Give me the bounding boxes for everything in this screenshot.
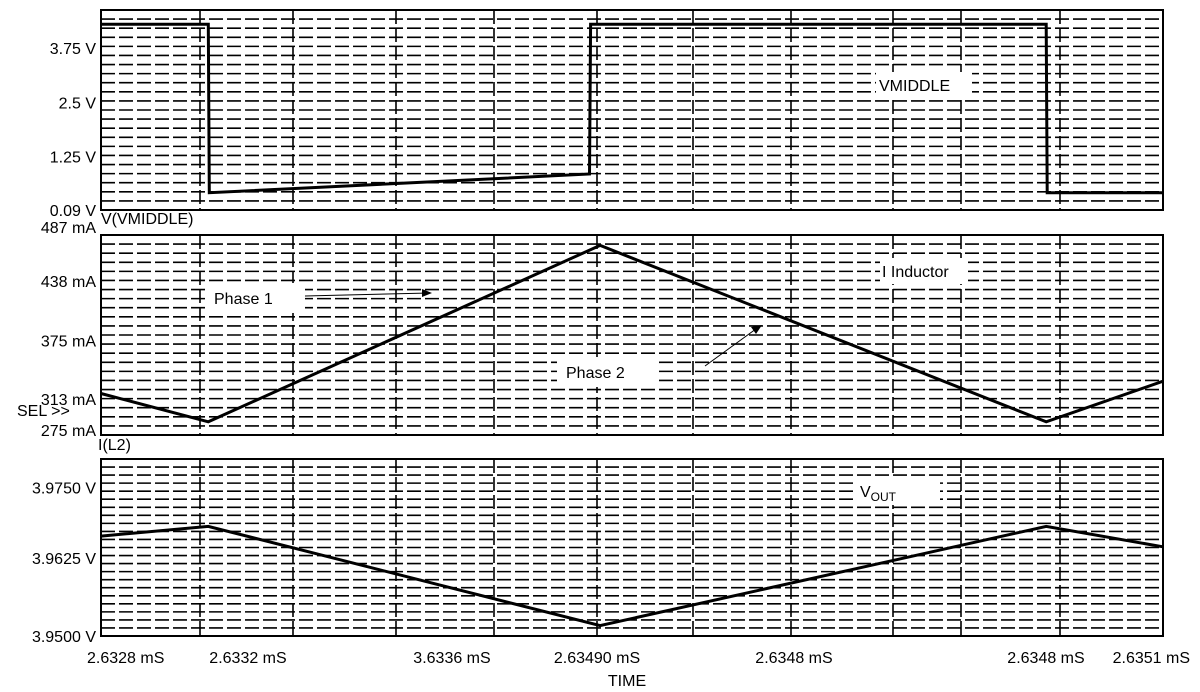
panel-frames [100, 9, 1164, 637]
trace-line-1 [100, 243, 1164, 424]
phase2-label-box [557, 357, 657, 387]
x-tick-label-6: 2.6351 mS [1113, 650, 1190, 667]
inductor-label-box [880, 258, 968, 284]
phase1-label-box [205, 283, 305, 313]
phase1-label: Phase 1 [214, 291, 273, 308]
top-trace-name: V(VMIDDLE) [101, 211, 193, 228]
trace-line-2 [100, 524, 1164, 628]
x-tick-label-2: 3.6336 mS [413, 650, 490, 667]
y-tick-label-0-2: 1.25 V [50, 150, 97, 167]
y-tick-label-1-1: 438 mA [41, 274, 96, 291]
vout-label: VOUT [860, 484, 897, 504]
x-tick-label-1: 2.6332 mS [209, 650, 286, 667]
y-tick-label-0-0: 3.75 V [50, 41, 97, 58]
x-tick-labels: 2.6328 mS 2.6332 mS 3.6336 mS 2.63490 mS 2.6… [87, 650, 1190, 667]
vout-label-sub: OUT [871, 490, 897, 504]
vmiddle-label-box [876, 72, 972, 98]
y-tick-label-2-2: 3.9500 V [32, 629, 96, 646]
phase2-arrowhead [751, 325, 762, 334]
y-tick-label-0-3: 0.09 V [50, 203, 97, 220]
x-tick-label-0: 2.6328 mS [87, 650, 164, 667]
x-tick-label-3: 2.63490 mS [554, 650, 640, 667]
vout-label-main: V [860, 484, 871, 501]
x-tick-label-5: 2.6348 mS [1007, 650, 1084, 667]
y-tick-label-1-3: 313 mA [41, 392, 96, 409]
y-tick-label-1-4: 275 mA [41, 423, 96, 440]
phase1-arrowhead [422, 289, 432, 297]
x-axis-title: TIME [608, 673, 646, 690]
phase2-arrow [704, 325, 761, 367]
vmiddle-label: VMIDDLE [879, 78, 950, 95]
y-tick-label-2-0: 3.9750 V [32, 480, 96, 497]
x-tick-label-4: 2.6348 mS [755, 650, 832, 667]
panel-grids [101, 10, 1163, 636]
trace-line-0 [101, 22, 1163, 195]
inductor-label: I Inductor [882, 264, 949, 281]
y-tick-label-0-1: 2.5 V [59, 95, 97, 112]
y-tick-label-1-2: 375 mA [41, 334, 96, 351]
y-tick-label-1-0: 487 mA [41, 220, 96, 237]
y-tick-label-2-1: 3.9625 V [32, 551, 96, 568]
phase2-label: Phase 2 [566, 365, 625, 382]
phase1-arrow [304, 292, 431, 297]
vout-label-box [855, 477, 940, 505]
panel-traces [100, 22, 1164, 628]
sel-marker: SEL >> [17, 403, 70, 420]
middle-trace-name: I(L2) [98, 437, 131, 454]
